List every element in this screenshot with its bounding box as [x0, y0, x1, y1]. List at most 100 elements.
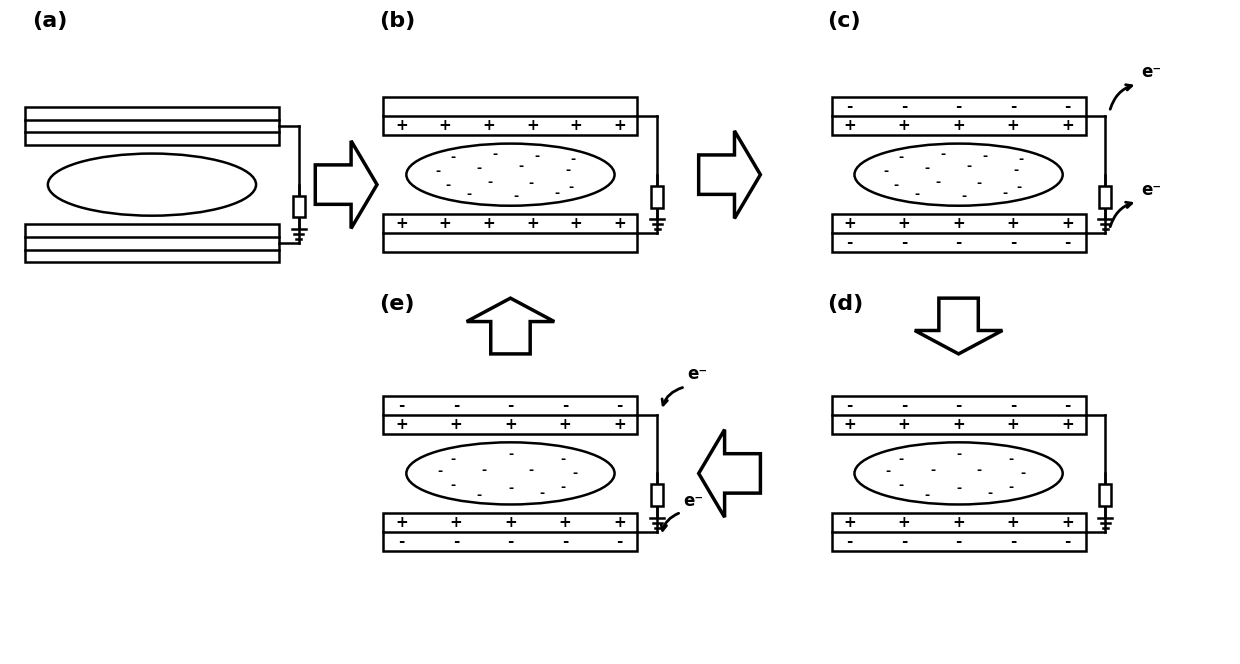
Text: +: + [1007, 118, 1019, 133]
Text: -: - [883, 165, 888, 178]
Text: +: + [1061, 416, 1074, 432]
Text: +: + [898, 515, 910, 530]
Text: -: - [1013, 163, 1018, 177]
Text: -: - [977, 177, 982, 191]
Text: -: - [977, 463, 982, 477]
Text: (b): (b) [379, 11, 415, 31]
Text: -: - [518, 161, 523, 173]
Text: +: + [505, 515, 517, 530]
Ellipse shape [48, 153, 257, 216]
Text: -: - [487, 176, 492, 189]
Text: -: - [466, 189, 471, 201]
Text: -: - [616, 398, 622, 413]
Text: -: - [1065, 99, 1071, 114]
Polygon shape [698, 430, 760, 517]
Text: -: - [1011, 398, 1017, 413]
Text: +: + [394, 515, 408, 530]
Polygon shape [315, 141, 377, 228]
Ellipse shape [407, 143, 615, 206]
Text: -: - [846, 398, 853, 413]
Text: -: - [560, 481, 565, 494]
Bar [383, 513, 637, 551]
Text: -: - [453, 398, 459, 413]
Text: (c): (c) [827, 11, 861, 31]
Text: +: + [449, 515, 463, 530]
Text: e⁻: e⁻ [1141, 63, 1162, 81]
Text: +: + [952, 216, 965, 232]
Text: -: - [987, 487, 992, 500]
Text: -: - [966, 161, 972, 173]
Text: -: - [565, 163, 570, 177]
Text: -: - [1008, 453, 1013, 466]
Text: e⁻: e⁻ [1141, 181, 1162, 199]
Text: -: - [450, 151, 456, 164]
Text: +: + [559, 416, 572, 432]
Text: -: - [482, 463, 487, 477]
Bar [293, 196, 305, 218]
Bar [651, 186, 663, 208]
Bar [651, 484, 663, 506]
Text: -: - [1011, 235, 1017, 250]
Text: +: + [449, 416, 463, 432]
Text: -: - [982, 149, 987, 163]
Polygon shape [466, 298, 554, 354]
Text: -: - [899, 151, 904, 164]
Text: -: - [453, 534, 459, 549]
Text: -: - [450, 453, 456, 466]
Text: -: - [846, 99, 853, 114]
Bar [25, 107, 279, 145]
Text: -: - [956, 483, 961, 495]
Bar [1100, 484, 1111, 506]
Text: -: - [476, 489, 482, 502]
Text: -: - [573, 467, 578, 480]
Text: +: + [898, 416, 910, 432]
Bar [832, 214, 1085, 252]
Text: -: - [560, 453, 565, 466]
Text: -: - [450, 479, 456, 492]
Text: +: + [439, 216, 451, 232]
Ellipse shape [407, 442, 615, 505]
Text: +: + [1007, 515, 1019, 530]
Text: +: + [843, 416, 856, 432]
Ellipse shape [854, 442, 1063, 505]
Text: -: - [900, 235, 908, 250]
Bar [1100, 186, 1111, 208]
Text: -: - [513, 190, 518, 203]
Text: -: - [955, 99, 962, 114]
Text: -: - [568, 181, 573, 194]
Text: -: - [554, 187, 560, 200]
Text: -: - [507, 398, 513, 413]
Text: -: - [894, 179, 899, 192]
Text: -: - [935, 176, 940, 189]
Text: -: - [1008, 481, 1013, 494]
Text: -: - [956, 448, 961, 461]
Text: -: - [930, 463, 935, 477]
Text: -: - [1065, 398, 1071, 413]
Text: +: + [394, 216, 408, 232]
Text: -: - [508, 448, 513, 461]
Text: +: + [482, 216, 495, 232]
Text: -: - [528, 177, 534, 191]
Text: -: - [1018, 153, 1023, 165]
Text: -: - [528, 463, 534, 477]
Text: +: + [526, 118, 538, 133]
Text: (d): (d) [827, 294, 863, 314]
Text: +: + [569, 118, 583, 133]
Text: (e): (e) [379, 294, 414, 314]
Text: -: - [539, 487, 544, 500]
Bar [832, 513, 1085, 551]
Text: +: + [482, 118, 495, 133]
Text: -: - [398, 534, 404, 549]
Text: +: + [526, 216, 538, 232]
Text: -: - [398, 398, 404, 413]
Text: -: - [940, 148, 946, 161]
Text: +: + [1061, 118, 1074, 133]
Text: -: - [925, 162, 930, 175]
Text: -: - [445, 179, 450, 192]
Text: -: - [914, 189, 920, 201]
Text: -: - [570, 153, 575, 165]
Bar [383, 214, 637, 252]
Text: -: - [1021, 467, 1025, 480]
Text: -: - [1017, 181, 1022, 194]
Text: -: - [1003, 187, 1008, 200]
